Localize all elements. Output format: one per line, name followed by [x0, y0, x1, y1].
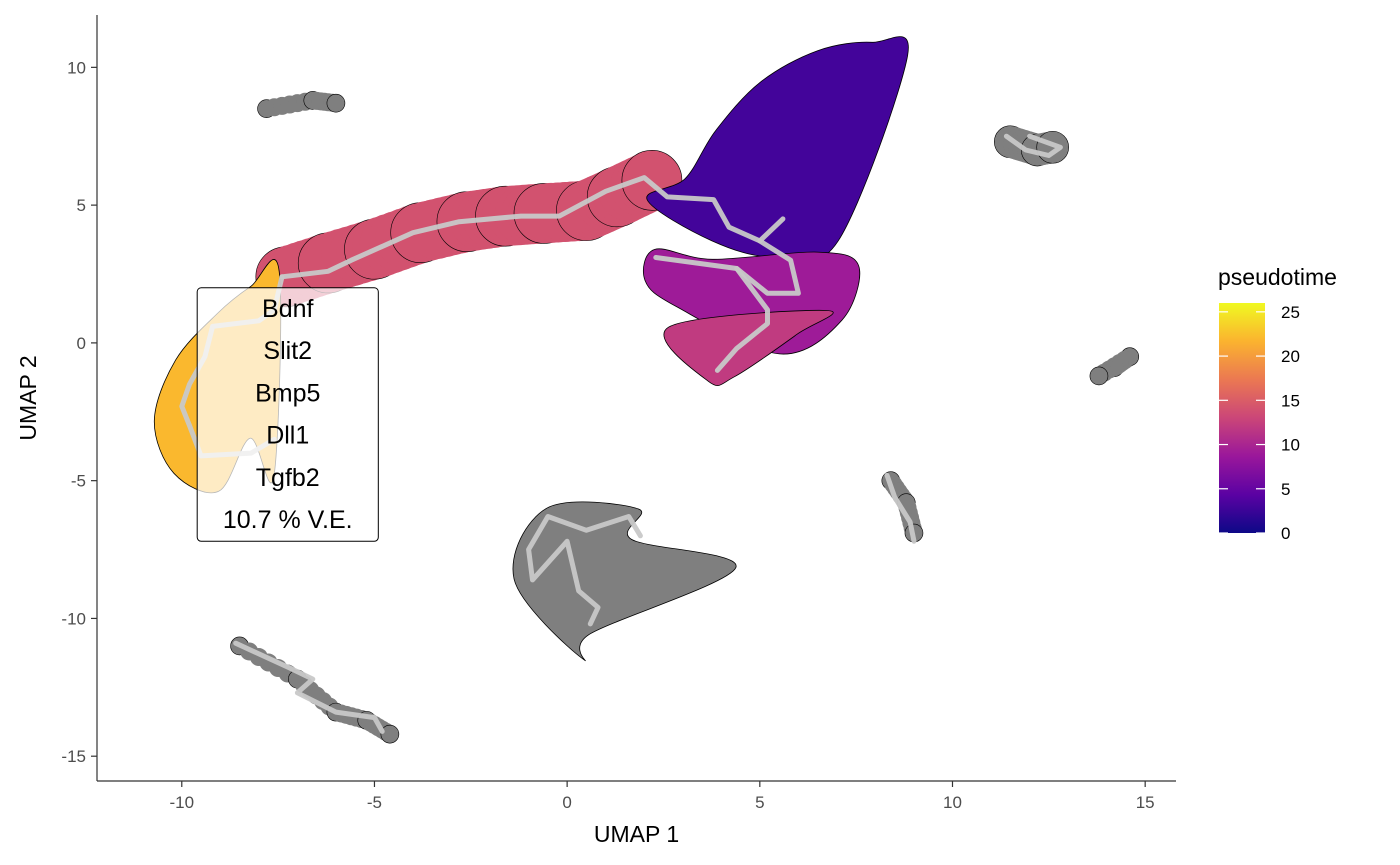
- legend-title: pseudotime: [1218, 264, 1337, 290]
- legend-tick-label: 10: [1281, 436, 1300, 455]
- trajectory-grey-top-right: [1003, 133, 1063, 158]
- axes: -10 -5 0 5 10 15 10 5 0 -5 -10 -15 UMAP 1 UMAP 2: [15, 15, 1176, 847]
- trajectory-grey-mid-right: [884, 472, 917, 544]
- grey-cluster-top-left-point: [326, 93, 346, 113]
- grey-cluster-far-right-point: [1089, 366, 1109, 386]
- grey-cluster-top-right-point: [1036, 130, 1069, 164]
- y-tick-label: 0: [77, 334, 86, 353]
- colored-cluster-bottom-right-region: [663, 309, 834, 386]
- trajectory-grey-bottom-big: [526, 514, 643, 627]
- annotation-line: Slit2: [263, 337, 312, 365]
- plot-area: [153, 36, 1140, 744]
- grey-cluster-far-right: [1089, 347, 1140, 386]
- legend-tick-label: 25: [1281, 303, 1300, 322]
- annotation-line: 10.7 % V.E.: [223, 506, 353, 534]
- gene-annotation-box: Bdnf Slit2 Bmp5 Dll1 Tgfb2 10.7 % V.E.: [196, 287, 379, 542]
- legend-tick-label: 15: [1281, 391, 1300, 410]
- legend-tick-label: 5: [1281, 480, 1290, 499]
- annotation-line: Dll1: [266, 422, 309, 450]
- legend-tick-label: 20: [1281, 347, 1300, 366]
- annotation-line: Bdnf: [262, 295, 313, 323]
- x-tick-label: 15: [1136, 793, 1155, 812]
- x-tick-label: -5: [367, 793, 382, 812]
- grey-cluster-top-left: [257, 91, 346, 118]
- x-tick-label: -10: [169, 793, 194, 812]
- trajectory-lines: [179, 133, 1063, 734]
- legend-colorbar: [1219, 303, 1265, 533]
- x-tick-label: 5: [755, 793, 764, 812]
- legend-tick-label: 0: [1281, 524, 1290, 543]
- trajectory-grey-bottom-left: [233, 640, 385, 734]
- annotation-line: Tgfb2: [256, 464, 320, 492]
- annotation-frame: [196, 287, 379, 542]
- x-tick-label: 10: [943, 793, 962, 812]
- legend-ticks: 0 5 10 15 20 25: [1219, 303, 1300, 543]
- x-axis-ticks: -10 -5 0 5 10 15: [169, 781, 1155, 812]
- y-tick-label: -5: [71, 472, 86, 491]
- annotation-line: Bmp5: [255, 379, 320, 407]
- y-tick-label: -10: [61, 609, 86, 628]
- y-tick-label: 10: [67, 58, 86, 77]
- y-tick-label: -15: [61, 747, 86, 766]
- trajectory-branch-right: [653, 238, 801, 296]
- legend: pseudotime 0 5 10 15 20 25: [1218, 264, 1337, 543]
- grey-cluster-bottom-left-point: [380, 724, 400, 744]
- y-tick-label: 5: [77, 196, 86, 215]
- y-axis-ticks: 10 5 0 -5 -10 -15: [61, 58, 97, 766]
- colored-cluster-arm-region: [255, 150, 683, 308]
- colored-clusters: [153, 36, 909, 494]
- colored-cluster-top-region: [646, 36, 909, 263]
- trajectory-main: [279, 175, 786, 280]
- y-axis-title: UMAP 2: [15, 355, 41, 440]
- trajectory-branch-down: [714, 266, 770, 373]
- x-axis-title: UMAP 1: [594, 821, 679, 847]
- grey-cluster-large-bottom: [512, 501, 737, 662]
- x-tick-label: 0: [562, 793, 571, 812]
